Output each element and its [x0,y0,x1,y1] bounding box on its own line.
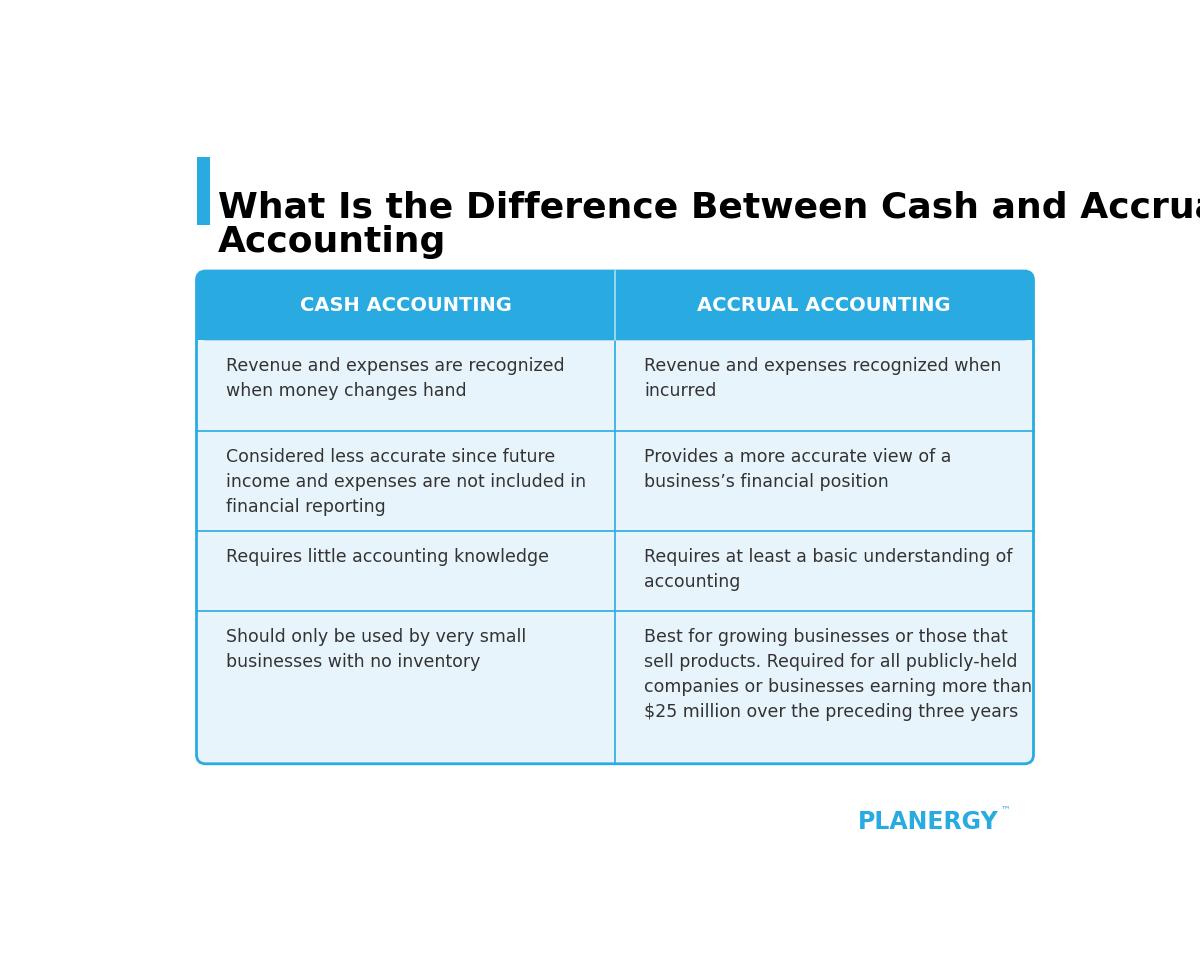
Text: Requires at least a basic understanding of
accounting: Requires at least a basic understanding … [644,548,1013,591]
Text: Revenue and expenses are recognized
when money changes hand: Revenue and expenses are recognized when… [226,357,564,401]
Text: ACCRUAL ACCOUNTING: ACCRUAL ACCOUNTING [697,296,952,315]
Text: Revenue and expenses recognized when
incurred: Revenue and expenses recognized when inc… [644,357,1002,401]
Text: Best for growing businesses or those that
sell products. Required for all public: Best for growing businesses or those tha… [644,628,1032,722]
Text: CASH ACCOUNTING: CASH ACCOUNTING [300,296,511,315]
Bar [197,332,1033,340]
Text: Accounting: Accounting [218,225,446,258]
Text: PLANERGY: PLANERGY [858,809,998,834]
Bar [197,157,210,225]
FancyBboxPatch shape [197,271,1033,340]
Text: Should only be used by very small
businesses with no inventory: Should only be used by very small busine… [226,628,527,671]
FancyBboxPatch shape [197,271,1033,763]
Text: What Is the Difference Between Cash and Accrual: What Is the Difference Between Cash and … [218,190,1200,224]
Text: Requires little accounting knowledge: Requires little accounting knowledge [226,548,548,566]
Text: Provides a more accurate view of a
business’s financial position: Provides a more accurate view of a busin… [644,448,952,491]
Text: Considered less accurate since future
income and expenses are not included in
fi: Considered less accurate since future in… [226,448,586,517]
Text: ™: ™ [1000,803,1010,814]
